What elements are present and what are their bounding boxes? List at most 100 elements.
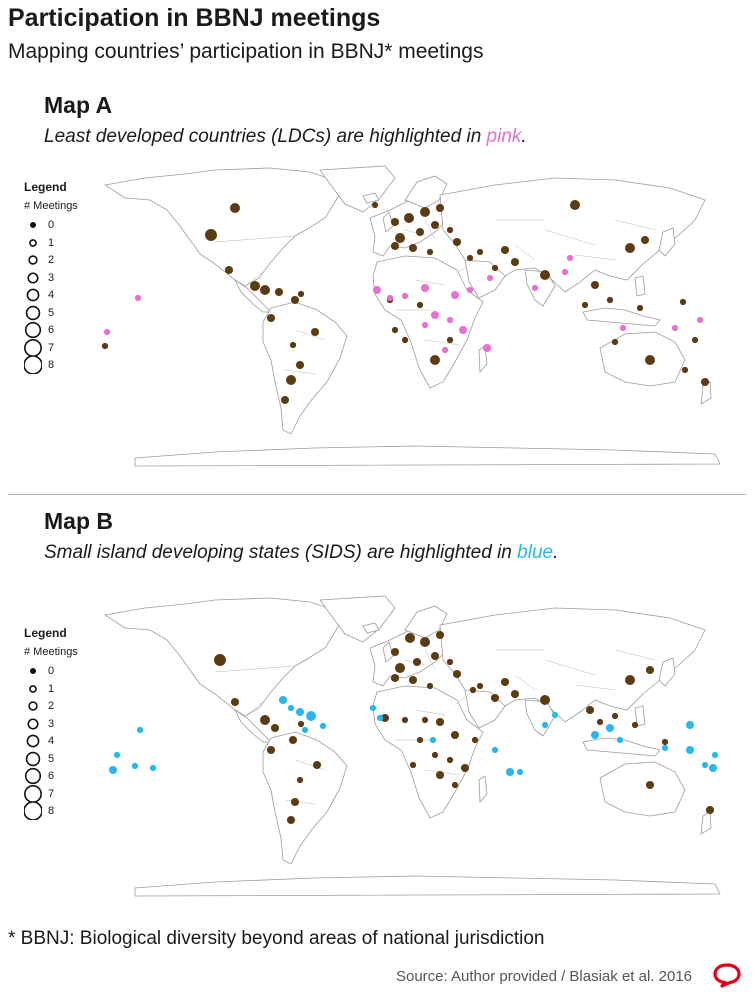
participant-country-circle [540,270,550,280]
participant-country-circle [611,338,619,346]
participant-country-circle [312,760,322,770]
legend-circle-icon [24,321,42,339]
participant-country-circle [390,241,400,251]
ldc-country-circle [566,254,574,262]
ldc-country-circle [671,324,679,332]
participant-country-circle [214,654,226,666]
sids-country-circle [701,761,709,769]
philippines-landmass [634,275,646,297]
legend-item-6: 6 [24,767,54,785]
legend-circle-icon [26,288,40,302]
participant-country-circle [289,341,297,349]
map-a-description-end: . [521,126,527,147]
participant-country-circle [435,770,445,780]
participant-country-circle [700,377,710,387]
participant-country-circle [230,203,240,213]
legend-label: 2 [48,700,55,712]
new-zealand-landmass [700,811,712,835]
map-a-description: Least developed countries (LDCs) are hig… [44,126,527,148]
legend-label: 5 [48,306,55,319]
participant-country-circle [585,705,595,715]
country-border [414,279,446,286]
participant-country-circle [661,738,669,746]
legend-item-2: 2 [24,697,54,715]
participant-country-circle [636,304,644,312]
participant-country-circle [471,736,479,744]
participant-country-circle [390,647,400,657]
ldc-country-circle [420,283,430,293]
map-b-heading: Map B [44,508,113,534]
legend-label: 4 [48,289,55,301]
legend-circle-icon [27,717,39,730]
participant-country-circle [224,265,234,275]
antarctica-landmass [134,445,721,467]
sids-country-circle [661,744,669,752]
legend-item-4: 4 [24,732,54,750]
legend-item-7: 7 [24,784,54,803]
australia-landmass [599,331,686,387]
participant-country-circle [681,366,689,374]
legend-label: 8 [48,359,55,371]
ldc-country-circle [446,316,454,324]
ldc-country-circle [430,310,440,320]
ldc-country-circle [386,294,394,302]
participant-country-circle [631,721,639,729]
madagascar-landmass [478,775,488,804]
legend-item-5: 5 [24,304,54,322]
britain-landmass [382,641,394,663]
legend-item-1: 1 [24,234,54,252]
participant-country-circle [466,254,474,262]
legend-circle-icon [29,238,37,247]
participant-country-circle [395,233,405,243]
participant-country-circle [430,355,440,365]
country-border [614,649,656,661]
participant-country-circle [421,716,429,724]
legend-subtitle: # Meetings [24,646,78,658]
participant-country-circle [452,669,462,679]
participant-country-circle [101,342,109,350]
country-border [284,369,316,375]
speech-bubble-logo-icon [713,963,741,988]
legend-label: 3 [48,717,55,730]
south-america-landmass [262,301,348,435]
africa-landmass [372,685,484,819]
sids-country-circle [685,745,695,755]
legend-label: 2 [48,254,55,266]
legend-label: 3 [48,271,55,284]
participant-country-circle [645,355,655,365]
source-credit: Source: Author provided / Blasiak et al.… [395,968,692,985]
legend-label: 6 [48,770,55,782]
legend-circle-icon [29,684,37,693]
legend-item-3: 3 [24,715,54,733]
participant-country-circle [540,695,550,705]
ldc-country-circle [421,321,429,329]
participant-country-circle [270,723,280,733]
participant-country-circle [290,797,300,807]
participant-country-circle [625,675,635,685]
sids-country-circle [136,726,144,734]
participant-country-circle [430,220,440,230]
legend-label: 6 [48,324,55,336]
map-b-description: Small island developing states (SIDS) ar… [44,542,558,564]
ldc-country-circle [619,324,627,332]
central-america-landmass [233,708,272,743]
ldc-country-circle [531,284,539,292]
participant-country-circle [416,301,424,309]
participant-country-circle [446,226,454,234]
iceland-landmass [362,192,380,204]
sids-country-circle [711,751,719,759]
map-a-legend: Legend # Meetings 0 1 2 3 4 5 6 7 8 [24,180,104,390]
participant-country-circle [391,326,399,334]
participant-country-circle [260,285,270,295]
indonesia-landmass [582,307,661,327]
country-border [574,254,616,261]
participant-country-circle [286,375,296,385]
ldc-country-circle [401,292,409,300]
sids-country-circle [319,722,327,730]
country-border [424,219,436,241]
ldc-country-circle [441,346,449,354]
participant-country-circle [290,295,300,305]
sids-country-circle [685,720,695,730]
participant-country-circle [415,227,425,237]
sids-country-circle [605,723,615,733]
